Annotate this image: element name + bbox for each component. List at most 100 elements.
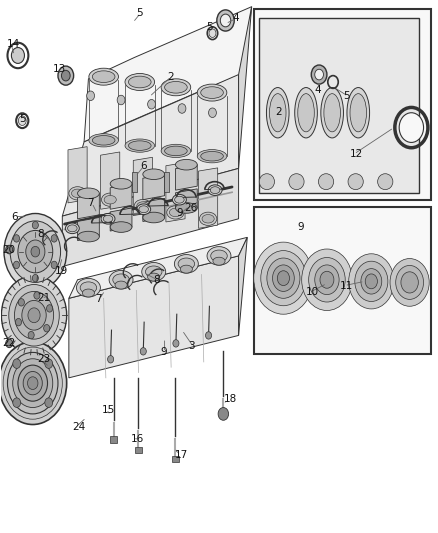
Text: 2: 2 bbox=[167, 71, 173, 82]
Circle shape bbox=[178, 104, 186, 114]
Ellipse shape bbox=[318, 174, 334, 190]
Ellipse shape bbox=[295, 87, 318, 138]
Polygon shape bbox=[78, 217, 99, 240]
Text: 5: 5 bbox=[19, 114, 25, 124]
Ellipse shape bbox=[102, 193, 119, 206]
Circle shape bbox=[173, 340, 179, 347]
Circle shape bbox=[148, 100, 155, 109]
Ellipse shape bbox=[167, 206, 184, 219]
Polygon shape bbox=[176, 189, 197, 212]
Ellipse shape bbox=[142, 263, 166, 281]
Text: 11: 11 bbox=[340, 280, 353, 290]
Circle shape bbox=[272, 265, 294, 292]
Text: 17: 17 bbox=[175, 450, 188, 460]
Circle shape bbox=[311, 65, 327, 84]
Ellipse shape bbox=[67, 225, 77, 232]
Ellipse shape bbox=[77, 278, 100, 297]
Circle shape bbox=[254, 242, 313, 314]
Circle shape bbox=[22, 301, 46, 330]
Polygon shape bbox=[84, 7, 252, 142]
Text: 16: 16 bbox=[131, 434, 145, 444]
Polygon shape bbox=[239, 237, 247, 335]
Bar bbox=[254, 10, 431, 200]
Ellipse shape bbox=[165, 82, 187, 93]
Bar bbox=[164, 172, 170, 192]
Bar bbox=[135, 447, 142, 453]
Circle shape bbox=[18, 116, 26, 125]
Text: 2: 2 bbox=[276, 107, 282, 117]
Ellipse shape bbox=[201, 151, 223, 161]
Ellipse shape bbox=[201, 87, 223, 99]
Ellipse shape bbox=[92, 135, 115, 145]
Circle shape bbox=[117, 95, 125, 105]
Ellipse shape bbox=[178, 258, 194, 270]
Bar bbox=[110, 436, 117, 442]
Ellipse shape bbox=[125, 74, 155, 91]
Circle shape bbox=[0, 342, 67, 424]
Circle shape bbox=[315, 265, 339, 295]
Circle shape bbox=[208, 108, 216, 117]
Circle shape bbox=[6, 245, 13, 254]
Ellipse shape bbox=[137, 204, 151, 215]
Ellipse shape bbox=[213, 257, 225, 265]
Ellipse shape bbox=[266, 87, 289, 138]
Circle shape bbox=[399, 113, 424, 142]
Circle shape bbox=[28, 332, 34, 339]
Text: 24: 24 bbox=[72, 422, 85, 432]
Text: 3: 3 bbox=[188, 341, 195, 351]
Bar bbox=[254, 207, 431, 354]
Text: 5: 5 bbox=[136, 8, 143, 18]
Text: 9: 9 bbox=[160, 348, 167, 358]
Text: 5: 5 bbox=[206, 22, 212, 32]
Circle shape bbox=[13, 359, 53, 408]
Ellipse shape bbox=[113, 274, 129, 286]
Circle shape bbox=[267, 258, 300, 298]
Polygon shape bbox=[143, 174, 165, 200]
Circle shape bbox=[277, 271, 290, 286]
Ellipse shape bbox=[103, 215, 113, 222]
Ellipse shape bbox=[148, 273, 160, 281]
Circle shape bbox=[23, 372, 42, 395]
Ellipse shape bbox=[104, 196, 116, 204]
Circle shape bbox=[87, 91, 95, 101]
Circle shape bbox=[34, 292, 40, 299]
Text: 15: 15 bbox=[102, 405, 115, 415]
Circle shape bbox=[28, 308, 40, 322]
Ellipse shape bbox=[176, 203, 197, 213]
Ellipse shape bbox=[269, 94, 286, 132]
Ellipse shape bbox=[80, 282, 97, 294]
Ellipse shape bbox=[347, 87, 370, 138]
Text: 9: 9 bbox=[297, 222, 304, 232]
Ellipse shape bbox=[378, 174, 393, 190]
Polygon shape bbox=[166, 163, 185, 222]
Circle shape bbox=[18, 298, 25, 306]
Polygon shape bbox=[62, 75, 239, 216]
Ellipse shape bbox=[211, 250, 227, 262]
Polygon shape bbox=[69, 256, 239, 378]
Ellipse shape bbox=[134, 199, 152, 213]
Circle shape bbox=[45, 359, 53, 368]
Ellipse shape bbox=[259, 174, 275, 190]
Circle shape bbox=[13, 398, 21, 407]
Circle shape bbox=[220, 14, 231, 27]
Circle shape bbox=[26, 240, 45, 263]
Circle shape bbox=[365, 274, 378, 289]
Circle shape bbox=[396, 265, 424, 300]
Circle shape bbox=[51, 235, 57, 242]
Circle shape bbox=[309, 257, 345, 302]
Circle shape bbox=[140, 348, 146, 355]
Text: 10: 10 bbox=[306, 287, 319, 297]
Text: 4: 4 bbox=[232, 13, 239, 23]
Polygon shape bbox=[198, 168, 218, 228]
Ellipse shape bbox=[125, 139, 155, 152]
Polygon shape bbox=[239, 7, 252, 168]
Circle shape bbox=[9, 285, 59, 346]
Polygon shape bbox=[110, 184, 132, 209]
Circle shape bbox=[46, 305, 53, 312]
Circle shape bbox=[390, 259, 429, 306]
Polygon shape bbox=[133, 157, 152, 216]
Polygon shape bbox=[110, 208, 132, 231]
Text: 19: 19 bbox=[54, 266, 68, 276]
Ellipse shape bbox=[350, 94, 367, 132]
Circle shape bbox=[1, 276, 67, 355]
